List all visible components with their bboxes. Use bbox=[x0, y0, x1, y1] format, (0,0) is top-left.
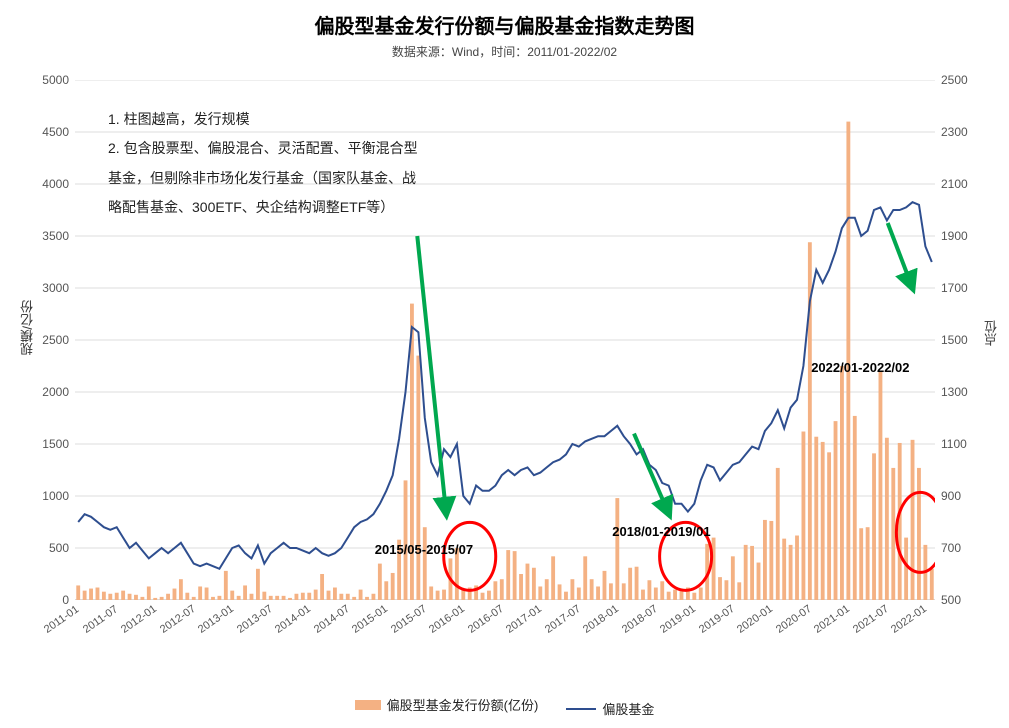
y-right-tick: 2100 bbox=[941, 177, 968, 191]
y-left-tick: 3500 bbox=[42, 229, 69, 243]
legend-bar-swatch bbox=[355, 700, 381, 710]
legend-label: 偏股基金 bbox=[602, 699, 654, 718]
x-tick: 2011-01 bbox=[42, 603, 81, 636]
annotation-label: 2015/05-2015/07 bbox=[375, 542, 473, 557]
legend-label: 偏股型基金发行份额(亿份) bbox=[387, 695, 539, 714]
x-tick: 2013-01 bbox=[196, 603, 236, 636]
chart-container: 偏股型基金发行份额与偏股基金指数走势图 数据来源：Wind，时间：2011/01… bbox=[0, 0, 1009, 728]
y-left-tick: 2000 bbox=[42, 385, 69, 399]
y-left-tick: 500 bbox=[49, 541, 69, 555]
y-right-tick: 900 bbox=[941, 489, 961, 503]
legend-item: 偏股型基金发行份额(亿份) bbox=[355, 695, 539, 714]
y-left-tick: 1000 bbox=[42, 489, 69, 503]
x-tick: 2020-01 bbox=[735, 603, 775, 636]
x-tick: 2013-07 bbox=[235, 603, 275, 636]
x-tick: 2018-01 bbox=[581, 603, 621, 636]
x-tick: 2019-01 bbox=[658, 603, 698, 636]
y-left-tick: 1500 bbox=[42, 437, 69, 451]
y-axis-ticks-left: 0500100015002000250030003500400045005000 bbox=[0, 80, 75, 600]
y-left-tick: 0 bbox=[62, 593, 69, 607]
annotation-label: 2018/01-2019/01 bbox=[612, 524, 710, 539]
x-tick: 2012-07 bbox=[158, 603, 198, 636]
y-right-tick: 1100 bbox=[941, 437, 967, 451]
y-right-tick: 2500 bbox=[941, 73, 968, 87]
x-tick: 2021-01 bbox=[812, 603, 852, 636]
x-tick: 2017-01 bbox=[504, 603, 544, 636]
y-right-tick: 1300 bbox=[941, 385, 968, 399]
x-tick: 2014-07 bbox=[312, 603, 352, 636]
note-line: 2. 包含股票型、偏股混合、灵活配置、平衡混合型 bbox=[108, 134, 418, 163]
y-right-tick: 1500 bbox=[941, 333, 968, 347]
legend-line-swatch bbox=[566, 708, 596, 710]
y-left-tick: 2500 bbox=[42, 333, 69, 347]
y-axis-ticks-right: 5007009001100130015001700190021002300250… bbox=[935, 80, 985, 600]
annotation-label: 2022/01-2022/02 bbox=[811, 360, 909, 375]
x-tick: 2015-07 bbox=[389, 603, 429, 636]
y-left-tick: 4000 bbox=[42, 177, 69, 191]
y-right-tick: 1700 bbox=[941, 281, 968, 295]
x-tick: 2021-07 bbox=[851, 603, 891, 636]
y-left-tick: 5000 bbox=[42, 73, 69, 87]
x-tick: 2020-07 bbox=[774, 603, 814, 636]
y-right-tick: 700 bbox=[941, 541, 961, 555]
chart-subtitle: 数据来源：Wind，时间：2011/01-2022/02 bbox=[25, 43, 984, 60]
x-tick: 2022-01 bbox=[889, 603, 929, 636]
y-right-tick: 500 bbox=[941, 593, 961, 607]
chart-title: 偏股型基金发行份额与偏股基金指数走势图 bbox=[25, 10, 984, 39]
y-left-tick: 3000 bbox=[42, 281, 69, 295]
x-tick: 2017-07 bbox=[543, 603, 583, 636]
x-tick: 2016-01 bbox=[427, 603, 467, 636]
legend: 偏股型基金发行份额(亿份) 偏股基金 bbox=[0, 695, 1009, 718]
x-tick: 2016-07 bbox=[466, 603, 506, 636]
x-tick: 2019-07 bbox=[697, 603, 737, 636]
y-right-tick: 2300 bbox=[941, 125, 968, 139]
x-axis-ticks: 2011-012011-072012-012012-072013-012013-… bbox=[75, 606, 935, 666]
x-tick: 2015-01 bbox=[350, 603, 390, 636]
x-tick: 2014-01 bbox=[273, 603, 313, 636]
y-right-tick: 1900 bbox=[941, 229, 968, 243]
x-tick: 2011-07 bbox=[81, 603, 120, 636]
x-tick: 2018-07 bbox=[620, 603, 660, 636]
y-left-tick: 4500 bbox=[42, 125, 69, 139]
notes-box: 1. 柱图越高，发行规模2. 包含股票型、偏股混合、灵活配置、平衡混合型基金，但… bbox=[108, 105, 418, 223]
note-line: 略配售基金、300ETF、央企结构调整ETF等） bbox=[108, 193, 418, 222]
note-line: 1. 柱图越高，发行规模 bbox=[108, 105, 418, 134]
x-tick: 2012-01 bbox=[119, 603, 159, 636]
legend-item: 偏股基金 bbox=[566, 699, 654, 718]
note-line: 基金，但剔除非市场化发行基金（国家队基金、战 bbox=[108, 164, 418, 193]
